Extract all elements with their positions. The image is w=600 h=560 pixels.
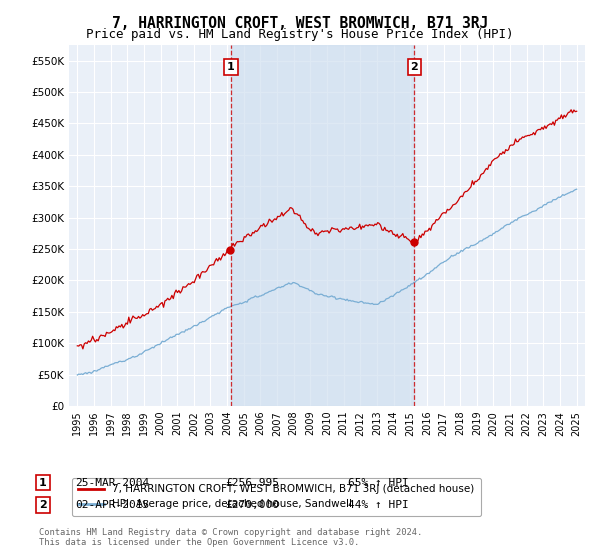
Text: 25-MAR-2004: 25-MAR-2004 bbox=[75, 478, 149, 488]
Text: Price paid vs. HM Land Registry's House Price Index (HPI): Price paid vs. HM Land Registry's House … bbox=[86, 28, 514, 41]
Text: £270,000: £270,000 bbox=[225, 500, 279, 510]
Text: £256,995: £256,995 bbox=[225, 478, 279, 488]
Text: Contains HM Land Registry data © Crown copyright and database right 2024.
This d: Contains HM Land Registry data © Crown c… bbox=[39, 528, 422, 547]
Text: 65% ↑ HPI: 65% ↑ HPI bbox=[348, 478, 409, 488]
Text: 02-APR-2015: 02-APR-2015 bbox=[75, 500, 149, 510]
Bar bbox=[231, 45, 415, 406]
Text: 44% ↑ HPI: 44% ↑ HPI bbox=[348, 500, 409, 510]
Legend: 7, HARRINGTON CROFT, WEST BROMWICH, B71 3RJ (detached house), HPI: Average price: 7, HARRINGTON CROFT, WEST BROMWICH, B71 … bbox=[71, 478, 481, 516]
Text: 2: 2 bbox=[410, 62, 418, 72]
Text: 2: 2 bbox=[39, 500, 47, 510]
Text: 1: 1 bbox=[39, 478, 47, 488]
Text: 1: 1 bbox=[227, 62, 235, 72]
Text: 7, HARRINGTON CROFT, WEST BROMWICH, B71 3RJ: 7, HARRINGTON CROFT, WEST BROMWICH, B71 … bbox=[112, 16, 488, 31]
